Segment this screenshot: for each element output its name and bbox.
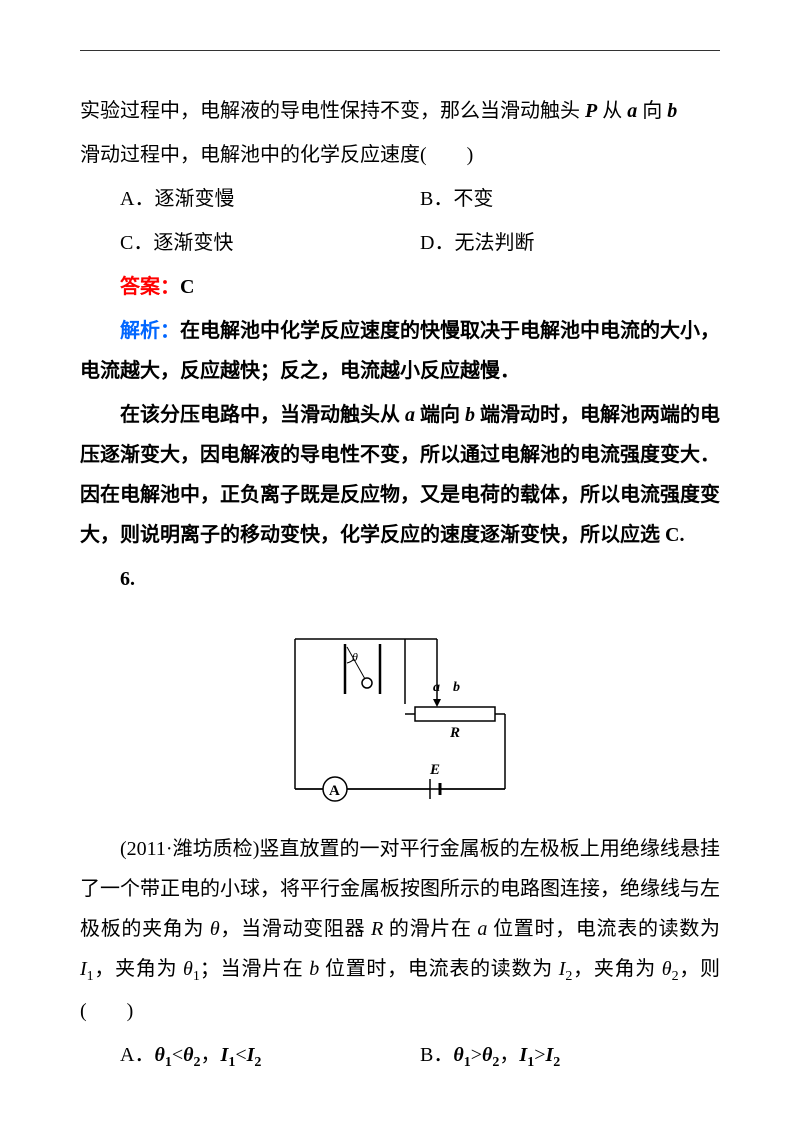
- intro-line2: 滑动过程中，电解池中的化学反应速度( ): [80, 135, 720, 175]
- opt-b-gt2: >: [534, 1044, 545, 1066]
- intro-line1: 实验过程中，电解液的导电性保持不变，那么当滑动触头 P 从 a 向 b: [80, 91, 720, 131]
- q6-mid4: ，夹角为: [94, 958, 183, 980]
- q6-number: 6.: [80, 559, 720, 599]
- q6-mid2: 的滑片在: [383, 918, 477, 940]
- opt-b-gt1: >: [471, 1044, 482, 1066]
- intro-text-2: 从: [597, 100, 627, 122]
- analysis-var-b: b: [465, 404, 475, 426]
- opt-a-s1: 1: [165, 1055, 172, 1070]
- var-a: a: [627, 100, 637, 122]
- document-content: 实验过程中，电解液的导电性保持不变，那么当滑动触头 P 从 a 向 b 滑动过程…: [80, 91, 720, 1077]
- opt-a-is2: 2: [254, 1055, 261, 1070]
- circuit-diagram-container: θ a b R E A: [80, 619, 720, 809]
- options-row-2: C．逐渐变快 D．无法判断: [80, 223, 720, 263]
- option-d: D．无法判断: [420, 223, 720, 263]
- q6-theta2: θ: [662, 958, 672, 980]
- q6-option-a: A．θ1<θ2，I1<I2: [120, 1035, 420, 1077]
- q6-b: b: [309, 958, 319, 980]
- diagram-A: A: [329, 783, 340, 799]
- q6-theta: θ: [210, 918, 220, 940]
- var-b: b: [667, 100, 677, 122]
- analysis-label: 解析：: [120, 320, 180, 342]
- answer-label: 答案：: [120, 276, 180, 298]
- q6-mid3: 位置时，电流表的读数为: [487, 918, 720, 940]
- q6-body: (2011·潍坊质检)竖直放置的一对平行金属板的左极板上用绝缘线悬挂了一个带正电…: [80, 829, 720, 1031]
- q6-mid1: ，当滑动变阻器: [220, 918, 371, 940]
- options-row-1: A．逐渐变慢 B．不变: [80, 179, 720, 219]
- opt-b-t2: θ: [482, 1044, 492, 1066]
- q6-a: a: [477, 918, 487, 940]
- q6-mid5: ；当滑片在: [200, 958, 309, 980]
- analysis-var-a: a: [405, 404, 415, 426]
- diagram-theta: θ: [352, 650, 358, 664]
- opt-b-comma: ，: [499, 1044, 519, 1066]
- answer-line: 答案：C: [80, 267, 720, 307]
- diagram-a: a: [433, 680, 440, 695]
- analysis-p2: 在该分压电路中，当滑动触头从 a 端向 b 端滑动时，电解池两端的电压逐渐变大，…: [80, 395, 720, 555]
- answer-value: C: [180, 276, 194, 298]
- q6-source: (2011·潍坊质检): [120, 838, 259, 860]
- opt-a-lt1: <: [172, 1044, 183, 1066]
- opt-b-s1: 1: [464, 1055, 471, 1070]
- diagram-R: R: [449, 725, 460, 741]
- opt-b-is2: 2: [553, 1055, 560, 1070]
- q6-I1: I: [80, 958, 87, 980]
- q6-theta1-sub: 1: [193, 969, 200, 984]
- opt-a-t1: θ: [154, 1044, 164, 1066]
- q6-mid6: 位置时，电流表的读数为: [319, 958, 558, 980]
- top-rule: [80, 50, 720, 51]
- opt-a-comma: ，: [201, 1044, 221, 1066]
- opt-b-pre: B．: [420, 1044, 453, 1066]
- opt-a-t2: θ: [183, 1044, 193, 1066]
- var-P: P: [585, 100, 597, 122]
- q6-options-row: A．θ1<θ2，I1<I2 B．θ1>θ2，I1>I2: [80, 1035, 720, 1077]
- opt-a-s2: 2: [194, 1055, 201, 1070]
- diagram-E: E: [429, 762, 440, 778]
- option-b: B．不变: [420, 179, 720, 219]
- q6-I1-sub: 1: [87, 969, 94, 984]
- analysis-p2-pre: 在该分压电路中，当滑动触头从: [120, 404, 405, 426]
- opt-a-pre: A．: [120, 1044, 154, 1066]
- option-c: C．逐渐变快: [120, 223, 420, 263]
- circuit-diagram: θ a b R E A: [275, 619, 525, 809]
- intro-text-1: 实验过程中，电解液的导电性保持不变，那么当滑动触头: [80, 100, 585, 122]
- intro-text-3: 向: [637, 100, 667, 122]
- q6-option-b: B．θ1>θ2，I1>I2: [420, 1035, 720, 1077]
- opt-b-t1: θ: [453, 1044, 463, 1066]
- diagram-b: b: [453, 680, 460, 695]
- analysis-p1: 解析：在电解池中化学反应速度的快慢取决于电解池中电流的大小，电流越大，反应越快；…: [80, 311, 720, 391]
- q6-theta1: θ: [183, 958, 193, 980]
- opt-a-lt2: <: [235, 1044, 246, 1066]
- option-a: A．逐渐变慢: [120, 179, 420, 219]
- analysis-p2-mid: 端向: [415, 404, 465, 426]
- q6-R: R: [371, 918, 383, 940]
- q6-mid7: ，夹角为: [572, 958, 661, 980]
- q6-theta2-sub: 2: [672, 969, 679, 984]
